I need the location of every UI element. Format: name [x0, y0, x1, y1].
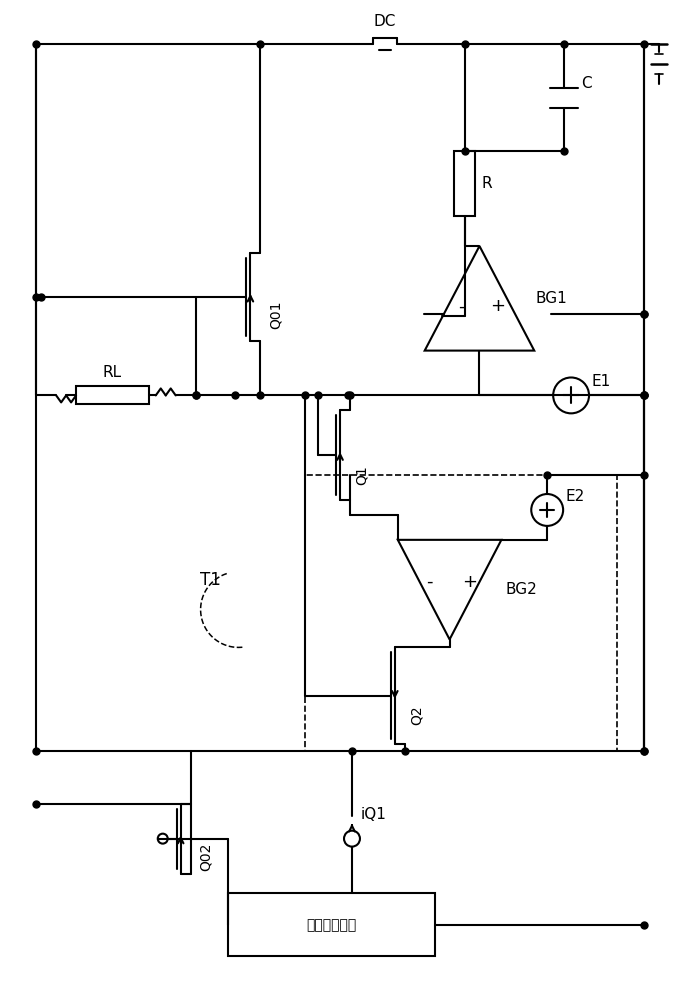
Bar [454, 151, 475, 216]
Text: Q01: Q01 [268, 300, 283, 329]
Text: +: + [490, 297, 505, 315]
Text: Q02: Q02 [198, 842, 212, 871]
Text: BG2: BG2 [505, 582, 537, 597]
Bar [76, 386, 149, 404]
Text: BG1: BG1 [535, 291, 567, 306]
Text: RL: RL [103, 365, 122, 380]
Text: -: - [427, 573, 433, 591]
Text: E1: E1 [592, 374, 610, 389]
Text: E2: E2 [565, 489, 585, 504]
Text: iQ1: iQ1 [361, 807, 387, 822]
Bar [305, 475, 617, 751]
Text: +: + [462, 573, 477, 591]
Text: Q2: Q2 [410, 706, 424, 725]
Text: T1: T1 [200, 571, 221, 589]
Text: DC: DC [374, 14, 396, 29]
Text: C: C [580, 76, 592, 91]
Bar [228, 893, 435, 956]
Text: 保护控制电路: 保护控制电路 [306, 918, 356, 932]
Text: -: - [458, 297, 465, 315]
Text: R: R [481, 176, 492, 191]
Text: Q1: Q1 [355, 465, 369, 485]
